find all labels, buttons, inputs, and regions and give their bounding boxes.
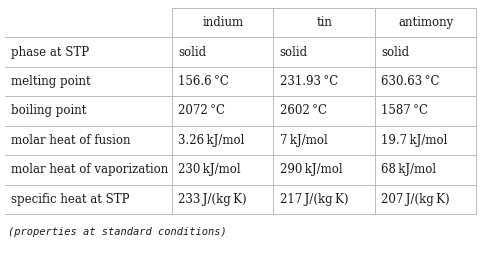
Text: solid: solid (279, 45, 307, 58)
Text: melting point: melting point (11, 75, 91, 88)
Text: 233 J/(kg K): 233 J/(kg K) (178, 193, 247, 206)
Text: specific heat at STP: specific heat at STP (11, 193, 129, 206)
Text: 231.93 °C: 231.93 °C (279, 75, 337, 88)
Text: solid: solid (178, 45, 206, 58)
Text: phase at STP: phase at STP (11, 45, 89, 58)
Text: molar heat of vaporization: molar heat of vaporization (11, 163, 168, 176)
Text: tin: tin (315, 16, 331, 29)
Text: indium: indium (202, 16, 243, 29)
Text: 7 kJ/mol: 7 kJ/mol (279, 134, 327, 147)
Text: antimony: antimony (397, 16, 452, 29)
Text: solid: solid (380, 45, 408, 58)
Text: 2072 °C: 2072 °C (178, 104, 225, 117)
Text: 19.7 kJ/mol: 19.7 kJ/mol (380, 134, 446, 147)
Text: 3.26 kJ/mol: 3.26 kJ/mol (178, 134, 244, 147)
Text: 156.6 °C: 156.6 °C (178, 75, 229, 88)
Text: 217 J/(kg K): 217 J/(kg K) (279, 193, 348, 206)
Text: molar heat of fusion: molar heat of fusion (11, 134, 130, 147)
Text: 230 kJ/mol: 230 kJ/mol (178, 163, 240, 176)
Text: 630.63 °C: 630.63 °C (380, 75, 439, 88)
Text: 207 J/(kg K): 207 J/(kg K) (380, 193, 449, 206)
Text: 290 kJ/mol: 290 kJ/mol (279, 163, 342, 176)
Text: 2602 °C: 2602 °C (279, 104, 326, 117)
Text: boiling point: boiling point (11, 104, 86, 117)
Text: 68 kJ/mol: 68 kJ/mol (380, 163, 435, 176)
Text: 1587 °C: 1587 °C (380, 104, 427, 117)
Text: (properties at standard conditions): (properties at standard conditions) (8, 227, 226, 237)
